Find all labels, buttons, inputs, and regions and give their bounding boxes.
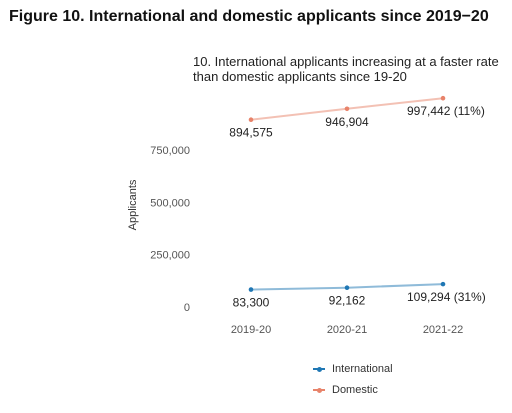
international-data-point [248,287,254,292]
domestic-data-label: 997,442 (11%) [407,104,485,118]
domestic-data-point [440,95,446,101]
legend-item-international: International [313,363,393,375]
international-data-label: 83,300 [233,296,270,310]
figure-title: Figure 10. International and domestic ap… [9,8,489,25]
y-tick-label: 250,000 [150,250,190,262]
x-tick-label: 2020-21 [327,324,367,336]
domestic-data-point [344,106,350,112]
domestic-data-point [248,117,254,123]
domestic-data-label: 946,904 [325,115,369,129]
legend-marker-icon [313,364,325,374]
legend-label: International [332,363,393,375]
international-data-label: 92,162 [329,294,366,308]
x-tick-label: 2019-20 [231,324,271,336]
y-tick-label: 750,000 [150,145,190,157]
legend-item-domestic: Domestic [313,384,378,396]
y-axis-label: Applicants [127,179,139,230]
international-data-label: 109,294 (31%) [407,290,486,304]
domestic-data-label: 894,575 [229,126,273,140]
chart-title: 10. International applicants increasing … [193,54,499,84]
international-data-point [344,285,350,291]
x-tick-label: 2021-22 [423,324,463,336]
y-tick-label: 500,000 [150,197,190,209]
y-tick-label: 0 [184,302,190,314]
international-data-point [440,281,446,287]
legend-label: Domestic [332,384,378,396]
legend-marker-icon [313,385,325,395]
